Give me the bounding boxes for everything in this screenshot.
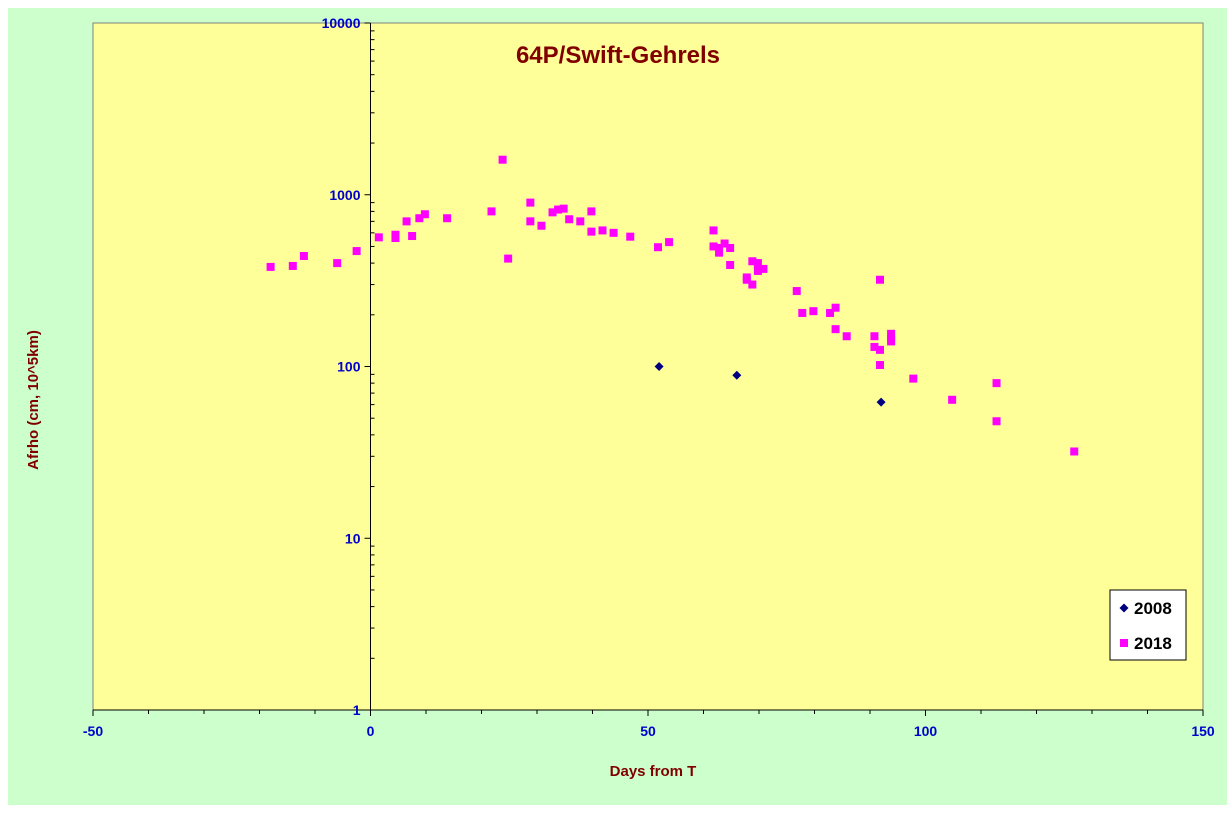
- data-point-2018: [726, 243, 735, 252]
- data-point-2018: [759, 264, 768, 273]
- data-point-2018: [1070, 447, 1079, 456]
- legend-entries: 2008 2018: [1119, 599, 1172, 653]
- data-point-2018: [831, 325, 840, 334]
- plot-area: [92, 22, 1204, 711]
- data-point-2018: [870, 342, 879, 351]
- data-point-2018: [504, 254, 513, 263]
- data-point-2018: [288, 261, 297, 270]
- data-point-2018: [992, 417, 1001, 426]
- data-point-2018: [720, 239, 729, 248]
- data-point-2018: [443, 214, 452, 223]
- data-point-2018: [709, 242, 718, 251]
- data-point-2018: [420, 210, 429, 219]
- data-point-2018: [715, 248, 724, 257]
- data-point-2018: [726, 260, 735, 269]
- data-point-2018: [609, 228, 618, 237]
- data-point-2018: [875, 345, 884, 354]
- data-point-2018: [408, 232, 417, 241]
- data-point-2018: [548, 208, 557, 217]
- data-point-2018: [709, 226, 718, 235]
- data-point-2018: [554, 205, 563, 214]
- data-point-2008: [876, 397, 886, 407]
- data-point-2018: [653, 243, 662, 252]
- legend-label-2008: 2008: [1134, 599, 1172, 618]
- data-point-2018: [526, 198, 535, 207]
- chart-title: 64P/Swift-Gehrels: [516, 42, 720, 69]
- y-tick-label: 10: [345, 530, 361, 546]
- data-point-2018: [299, 251, 308, 260]
- data-point-2018: [498, 155, 507, 164]
- data-point-2018: [887, 329, 896, 338]
- data-point-2018: [537, 221, 546, 230]
- data-point-2018: [948, 395, 957, 404]
- data-point-2018: [526, 217, 535, 226]
- data-point-2018: [870, 332, 879, 341]
- y-tick-label: 1000: [329, 187, 360, 203]
- data-point-2018: [391, 230, 400, 239]
- tick-labels: -50 0 50 100 150 1 10 100 1000 10000: [83, 15, 1215, 739]
- data-point-2018: [875, 275, 884, 284]
- y-axis-title: Afrho (cm, 10^5km): [25, 330, 42, 470]
- data-point-2018: [842, 332, 851, 341]
- data-point-2018: [748, 280, 757, 289]
- legend-marker-2008: [1119, 603, 1129, 613]
- legend-label-2018: 2018: [1134, 634, 1172, 653]
- data-point-2018: [753, 259, 762, 268]
- x-tick-label: 150: [1191, 723, 1215, 739]
- data-point-2018: [402, 217, 411, 226]
- data-point-2018: [665, 238, 674, 247]
- x-tick-label: 100: [914, 723, 938, 739]
- legend-box: [1109, 589, 1187, 661]
- legend: 2008 2018: [1109, 589, 1187, 661]
- data-point-2018: [875, 361, 884, 370]
- data-point-2018: [352, 247, 361, 256]
- data-point-2018: [559, 204, 568, 213]
- data-point-2018: [798, 308, 807, 317]
- data-point-2018: [742, 275, 751, 284]
- x-tick-label: 0: [367, 723, 375, 739]
- data-point-2018: [809, 307, 818, 316]
- y-tick-label: 1: [353, 702, 361, 718]
- data-point-2018: [626, 232, 635, 241]
- data-point-2018: [266, 262, 275, 271]
- data-point-2018: [792, 287, 801, 296]
- data-point-2018: [374, 233, 383, 242]
- data-point-2018: [333, 259, 342, 268]
- x-axis-title: Days from T: [610, 763, 697, 780]
- data-point-2018: [887, 337, 896, 346]
- data-point-2008: [732, 370, 742, 380]
- data-point-2018: [598, 226, 607, 235]
- data-point-2018: [715, 243, 724, 252]
- data-point-2008: [654, 362, 664, 371]
- data-point-2018: [587, 227, 596, 236]
- data-point-2018: [992, 379, 1001, 388]
- legend-marker-2018: [1120, 639, 1128, 647]
- x-tick-label: -50: [83, 723, 103, 739]
- data-point-2018: [826, 308, 835, 317]
- data-point-2018: [565, 215, 574, 224]
- x-tick-label: 50: [640, 723, 656, 739]
- data-point-2018: [831, 303, 840, 312]
- y-tick-label: 10000: [322, 15, 361, 31]
- y-tick-label: 100: [337, 359, 361, 375]
- data-point-2018: [909, 374, 918, 383]
- axes: [92, 22, 1204, 716]
- data-point-2018: [587, 207, 596, 216]
- data-point-2018: [576, 217, 585, 226]
- data-point-2018: [415, 214, 424, 223]
- data-point-2018: [748, 257, 757, 266]
- data-point-2018: [753, 266, 762, 275]
- data-points: [266, 155, 1079, 456]
- data-point-2018: [487, 207, 496, 216]
